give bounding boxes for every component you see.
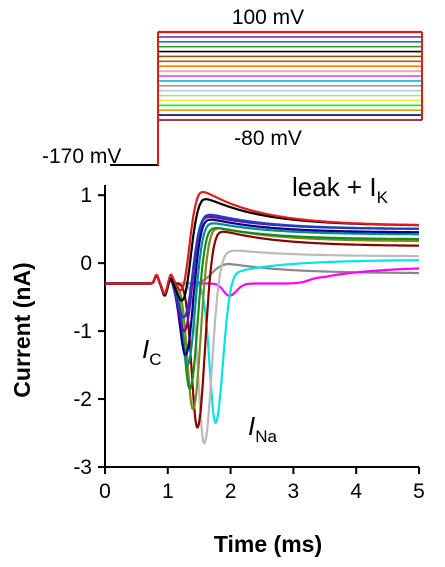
x-axis-label: Time (ms): [214, 531, 322, 557]
holding-label: -170 mV: [42, 145, 121, 168]
x-tick-label: 2: [225, 480, 237, 503]
y-axis-label: Current (nA): [9, 262, 35, 397]
annotation-ic: IC: [142, 334, 162, 369]
current-trace: [104, 191, 420, 295]
current-traces: [104, 191, 420, 445]
x-tick-label: 0: [99, 480, 111, 503]
annotation-ina: INa: [248, 411, 278, 446]
y-tick-label: 1: [80, 184, 92, 207]
annotation-leak-k-sub: K: [377, 188, 389, 207]
x-tick-label: 5: [413, 480, 425, 503]
x-tick-label: 4: [350, 480, 362, 503]
current-axes: [98, 185, 420, 474]
x-tick-label: 1: [162, 480, 174, 503]
annotation-ina-sub: Na: [255, 427, 277, 446]
annotation-leak-k-text: leak + I: [292, 172, 377, 202]
step-top-label: 100 mV: [232, 6, 304, 29]
y-tick-label: -2: [73, 388, 92, 411]
annotation-leak-k: leak + IK: [292, 172, 389, 207]
tick-labels: 0 1 2 3 4 5 1 0 -1 -2 -3: [73, 184, 425, 503]
y-tick-label: 0: [80, 252, 92, 275]
current-trace: [104, 262, 420, 296]
current-trace: [104, 198, 420, 302]
annotation-ic-text: I: [142, 334, 149, 364]
voltage-protocol: [110, 30, 423, 166]
x-tick-label: 3: [288, 480, 300, 503]
y-tick-label: -3: [73, 456, 92, 479]
annotation-ina-text: I: [248, 411, 255, 441]
annotation-ic-sub: C: [149, 350, 161, 369]
step-bottom-label: -80 mV: [234, 127, 302, 150]
y-tick-label: -1: [73, 320, 92, 343]
current-trace: [104, 249, 420, 445]
